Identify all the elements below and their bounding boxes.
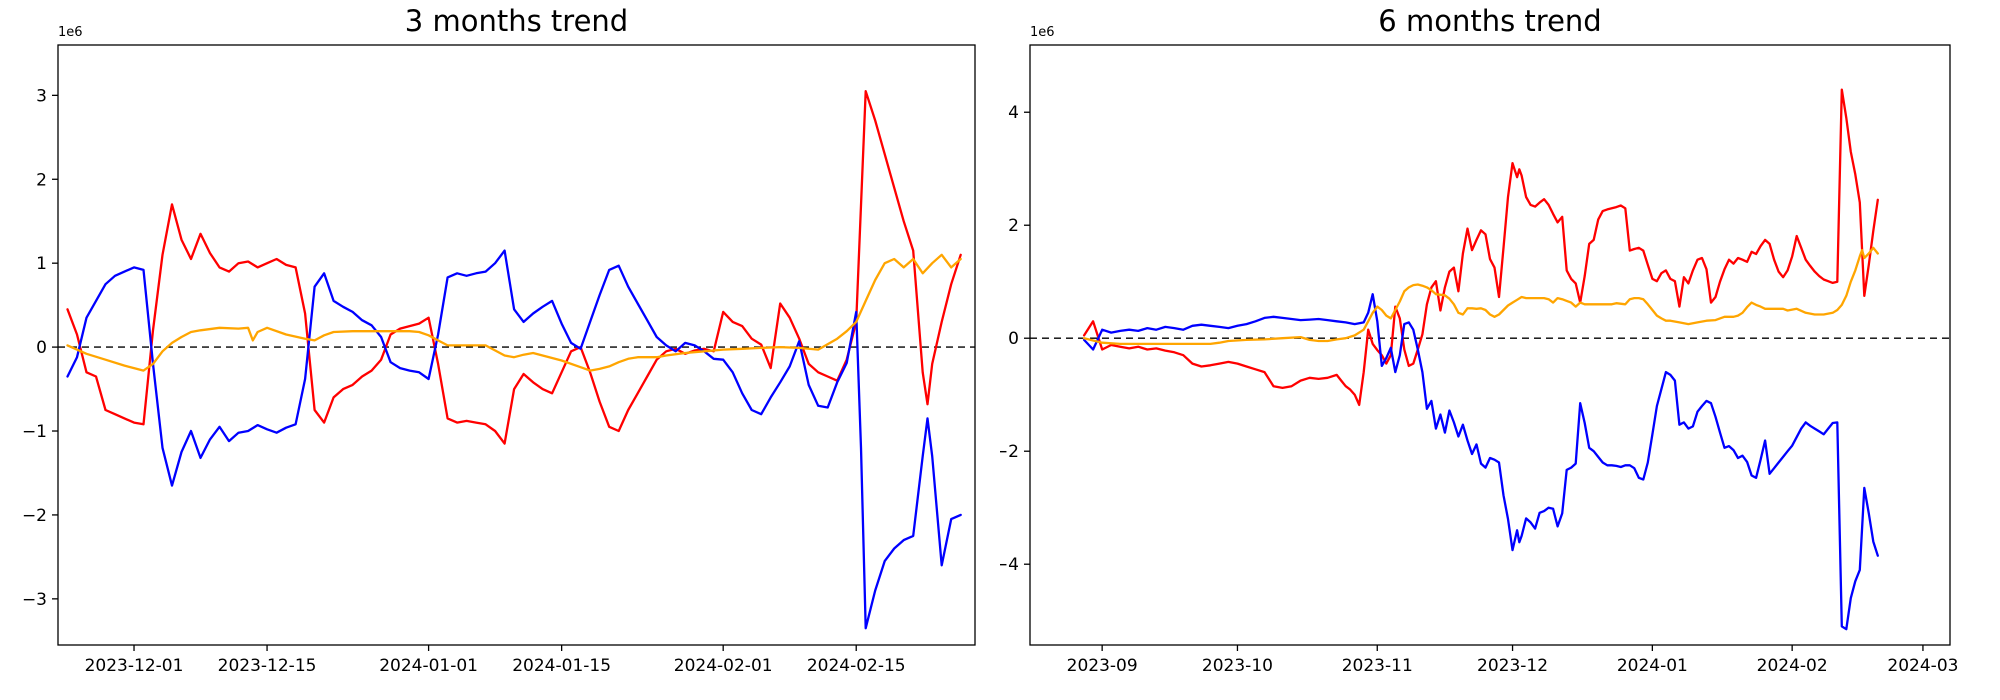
series-line-red [1082,88,1879,407]
y-tick-label: −4 [1000,555,1019,575]
x-tick-label: 2024-01-01 [379,656,478,676]
x-tick-label: 2023-12-15 [218,656,317,676]
series-line-blue [1082,293,1879,631]
y-tick-label: −2 [22,506,47,526]
x-tick-label: 2023-12 [1477,656,1548,676]
y-tick-label: −2 [1000,442,1019,462]
x-tick-label: 2023-09 [1067,656,1138,676]
x-tick-label: 2023-10 [1202,656,1273,676]
chart-title-6-months: 6 months trend [1378,4,1602,38]
axes-spines [1029,44,1951,646]
x-tick-label: 2024-02-01 [674,656,773,676]
y-tick-label: 1 [36,254,47,274]
x-tick-label: 2023-12-01 [85,656,184,676]
series-line-orange [66,253,962,372]
y-tick-label: 2 [1008,216,1019,236]
series-line-orange [1082,246,1879,346]
series-line-red [66,90,962,445]
x-tick-label: 2024-02-15 [807,656,906,676]
y-tick-label: 2 [36,170,47,190]
y-tick-label: 3 [36,86,47,106]
chart-title-3-months: 3 months trend [404,4,629,38]
plot-area-3-months: 1e6 2023-12-01 2023-12-15 2024-01-01 2024-01… [22,25,976,676]
chart-6-months-trend: 6 months trend 1e6 2023-09 2023-10 2023-11 2… [1000,0,2000,700]
y-tick-label: −1 [22,422,47,442]
axes-spines [57,44,976,646]
x-tick-label: 2024-03 [1887,656,1958,676]
x-tick-label: 2024-02 [1757,656,1828,676]
x-tick-label: 2023-11 [1342,656,1413,676]
y-tick-label: 0 [36,338,47,358]
x-tick-label: 2024-01-15 [512,656,611,676]
axis-offset-label: 1e6 [58,25,83,40]
axis-offset-label: 1e6 [1030,25,1055,40]
y-tick-label: 0 [1008,329,1019,349]
y-tick-label: 4 [1008,103,1019,123]
y-tick-label: −3 [22,590,47,610]
series-line-blue [66,249,962,630]
chart-3-months-trend: 3 months trend 1e6 2023-12-01 2023-12-15 20… [22,4,976,676]
x-tick-label: 2024-01 [1617,656,1688,676]
